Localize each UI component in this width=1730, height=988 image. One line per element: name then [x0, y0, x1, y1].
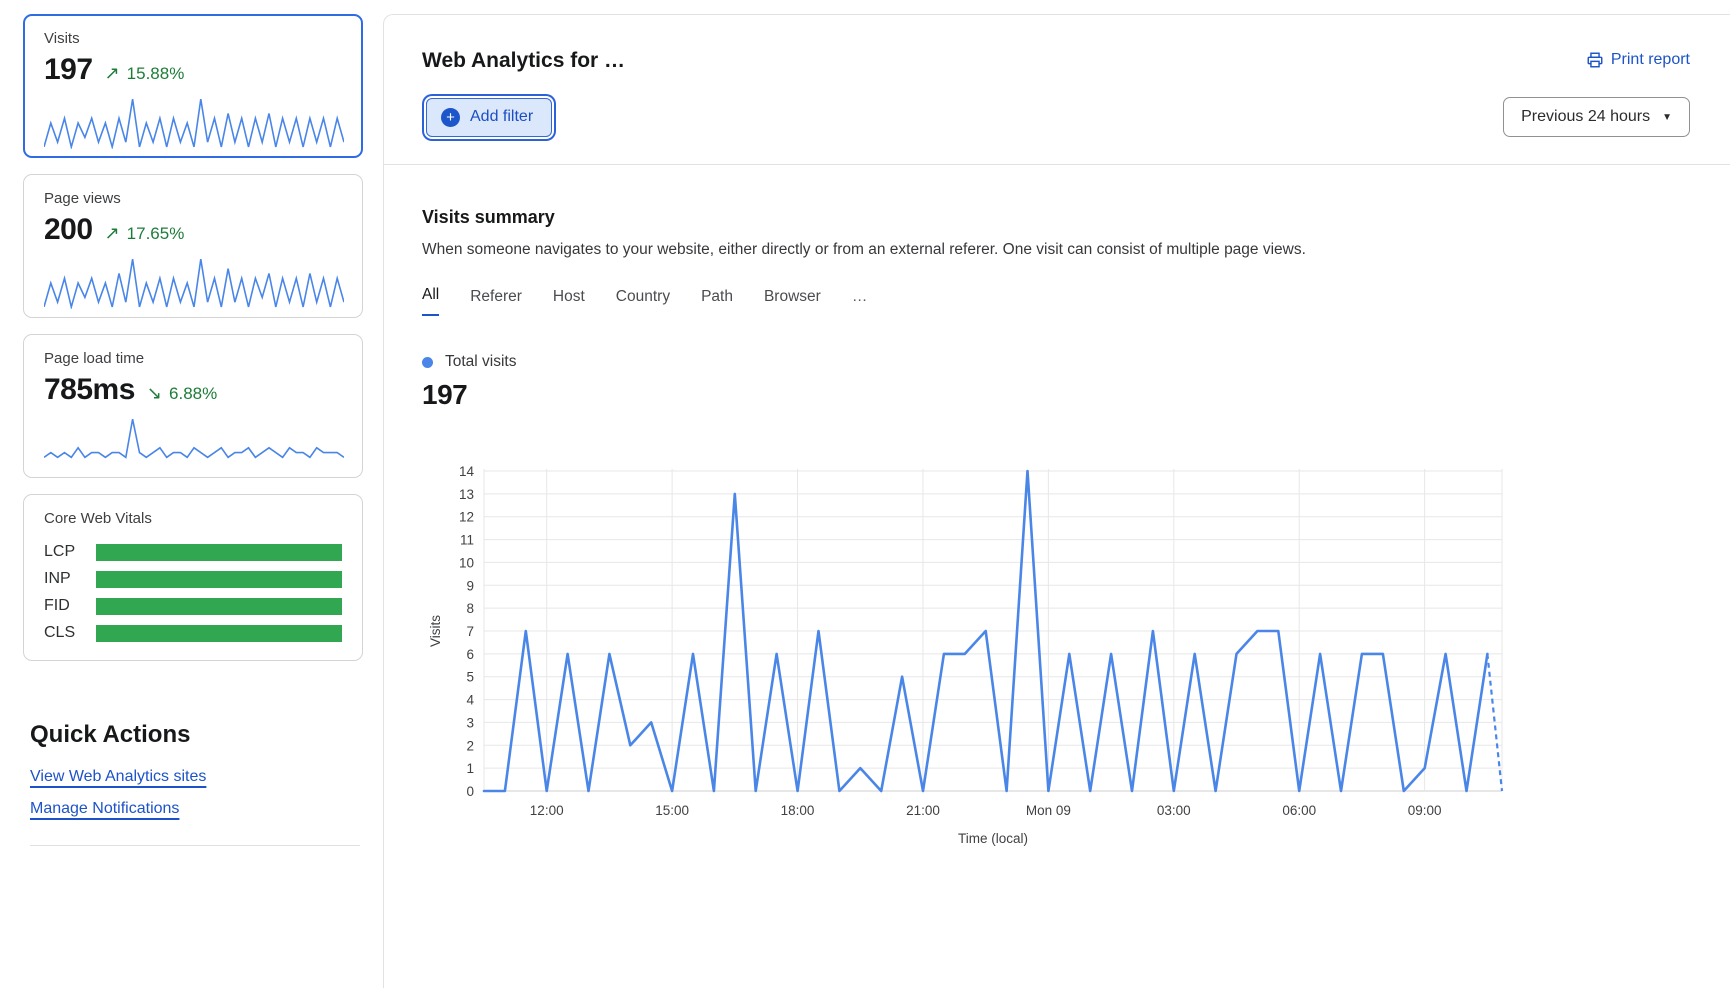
printer-icon [1586, 51, 1604, 69]
trend-arrow-icon: ↘ [146, 383, 163, 403]
vital-metric-label: INP [44, 570, 71, 587]
sparkline-chart [44, 259, 344, 309]
vital-score-bar [96, 597, 342, 615]
stat-card-list: Visits 197 ↗ 15.88% Page views 200 ↗ 17.… [23, 14, 363, 478]
tab-referer[interactable]: Referer [470, 288, 522, 305]
svg-text:11: 11 [460, 533, 474, 548]
svg-text:18:00: 18:00 [781, 803, 815, 818]
svg-text:7: 7 [466, 624, 474, 639]
svg-text:14: 14 [459, 464, 475, 479]
vital-metric-label: LCP [44, 543, 76, 560]
svg-text:12:00: 12:00 [530, 803, 564, 818]
svg-text:15:00: 15:00 [655, 803, 689, 818]
stat-card-value: 200 [44, 213, 93, 246]
core-web-vitals-row: FID [44, 597, 342, 615]
svg-text:09:00: 09:00 [1408, 803, 1442, 818]
core-web-vitals-title: Core Web Vitals [44, 510, 152, 527]
stat-card-delta: 17.65% [126, 224, 185, 243]
svg-text:10: 10 [459, 555, 474, 570]
dimension-tabs: All Referer Host Country Path Browser … [422, 286, 1690, 316]
divider [30, 845, 360, 846]
svg-text:Mon 09: Mon 09 [1026, 803, 1071, 818]
svg-text:9: 9 [466, 578, 474, 593]
total-visits-value: 197 [422, 379, 468, 410]
stat-card-label: Page views [44, 190, 121, 207]
svg-text:8: 8 [466, 601, 474, 616]
tab-path[interactable]: Path [701, 288, 733, 305]
core-web-vitals-rows: LCP INP FID CLS [44, 543, 342, 642]
svg-text:21:00: 21:00 [906, 803, 940, 818]
svg-text:6: 6 [466, 647, 474, 662]
svg-text:03:00: 03:00 [1157, 803, 1191, 818]
quick-action-link[interactable]: View Web Analytics sites [30, 768, 207, 785]
tab-all[interactable]: All [422, 286, 440, 316]
time-range-value: Previous 24 hours [1521, 108, 1651, 125]
stat-card-delta: 15.88% [126, 64, 185, 83]
core-web-vitals-row: CLS [44, 624, 342, 642]
sparkline-chart [44, 99, 344, 149]
stat-card-visits[interactable]: Visits 197 ↗ 15.88% [23, 14, 363, 158]
vital-score-bar [96, 624, 342, 642]
stat-card-page-views[interactable]: Page views 200 ↗ 17.65% [23, 174, 363, 318]
trend-arrow-icon: ↗ [104, 223, 120, 243]
visits-summary-title: Visits summary [422, 207, 555, 227]
visits-chart: 0 1 2 3 4 5 6 7 8 9 10 11 12 13 14 12:00 15:00 18:00 21:00… [422, 457, 1690, 856]
core-web-vitals-card[interactable]: Core Web Vitals LCP INP FID CLS [23, 494, 363, 661]
quick-actions-section: Quick Actions View Web Analytics sites Ma… [23, 721, 363, 846]
visits-summary-section: Visits summary When someone navigates to… [384, 165, 1730, 856]
print-report-link[interactable]: Print report [1586, 51, 1690, 69]
vital-metric-label: CLS [44, 624, 76, 641]
svg-text:Time (local): Time (local) [958, 831, 1028, 846]
stat-card-label: Visits [44, 30, 80, 47]
plus-icon: + [441, 107, 460, 127]
core-web-vitals-row: LCP [44, 543, 342, 561]
sparkline-chart [44, 418, 344, 459]
tab-country[interactable]: Country [615, 288, 671, 305]
add-filter-label: Add filter [470, 108, 534, 125]
quick-actions-title: Quick Actions [30, 721, 191, 748]
vital-metric-label: FID [44, 597, 70, 614]
time-range-select[interactable]: Previous 24 hours ▼ [1503, 97, 1690, 137]
svg-text:2: 2 [466, 738, 474, 753]
svg-text:06:00: 06:00 [1282, 803, 1316, 818]
svg-text:5: 5 [466, 670, 474, 685]
stat-card-page-load-time[interactable]: Page load time 785ms ↘ 6.88% [23, 334, 363, 478]
svg-text:3: 3 [466, 715, 474, 730]
svg-text:0: 0 [466, 784, 474, 799]
core-web-vitals-row: INP [44, 570, 342, 588]
svg-text:1: 1 [466, 761, 474, 776]
legend-dot-icon [422, 356, 433, 368]
legend-label: Total visits [445, 353, 517, 370]
print-report-label: Print report [1610, 51, 1690, 68]
stat-card-value: 785ms [44, 373, 135, 406]
vital-score-bar [96, 543, 342, 561]
chevron-down-icon: ▼ [1662, 111, 1672, 123]
svg-text:12: 12 [459, 510, 474, 525]
stat-card-label: Page load time [44, 350, 145, 367]
tab-more[interactable]: … [851, 288, 869, 305]
quick-actions-links: View Web Analytics sites Manage Notificat… [30, 769, 363, 833]
page-title: Web Analytics for … [422, 49, 626, 72]
main-header: Web Analytics for … Print report + Add f… [384, 15, 1730, 164]
svg-text:4: 4 [466, 693, 474, 708]
divider [384, 164, 1730, 165]
tab-host[interactable]: Host [552, 288, 585, 305]
visits-summary-description: When someone navigates to your website, … [422, 241, 1306, 258]
stat-card-delta: 6.88% [169, 384, 218, 403]
quick-action-link[interactable]: Manage Notifications [30, 800, 180, 817]
main-panel: Web Analytics for … Print report + Add f… [383, 14, 1730, 988]
sidebar: Visits 197 ↗ 15.88% Page views 200 ↗ 17.… [0, 0, 383, 988]
svg-text:13: 13 [459, 487, 474, 502]
trend-arrow-icon: ↗ [104, 63, 120, 83]
vital-score-bar [96, 570, 342, 588]
tab-browser[interactable]: Browser [763, 288, 821, 305]
svg-text:Visits: Visits [428, 615, 443, 647]
add-filter-button[interactable]: + Add filter [426, 97, 553, 137]
stat-card-value: 197 [44, 53, 93, 86]
